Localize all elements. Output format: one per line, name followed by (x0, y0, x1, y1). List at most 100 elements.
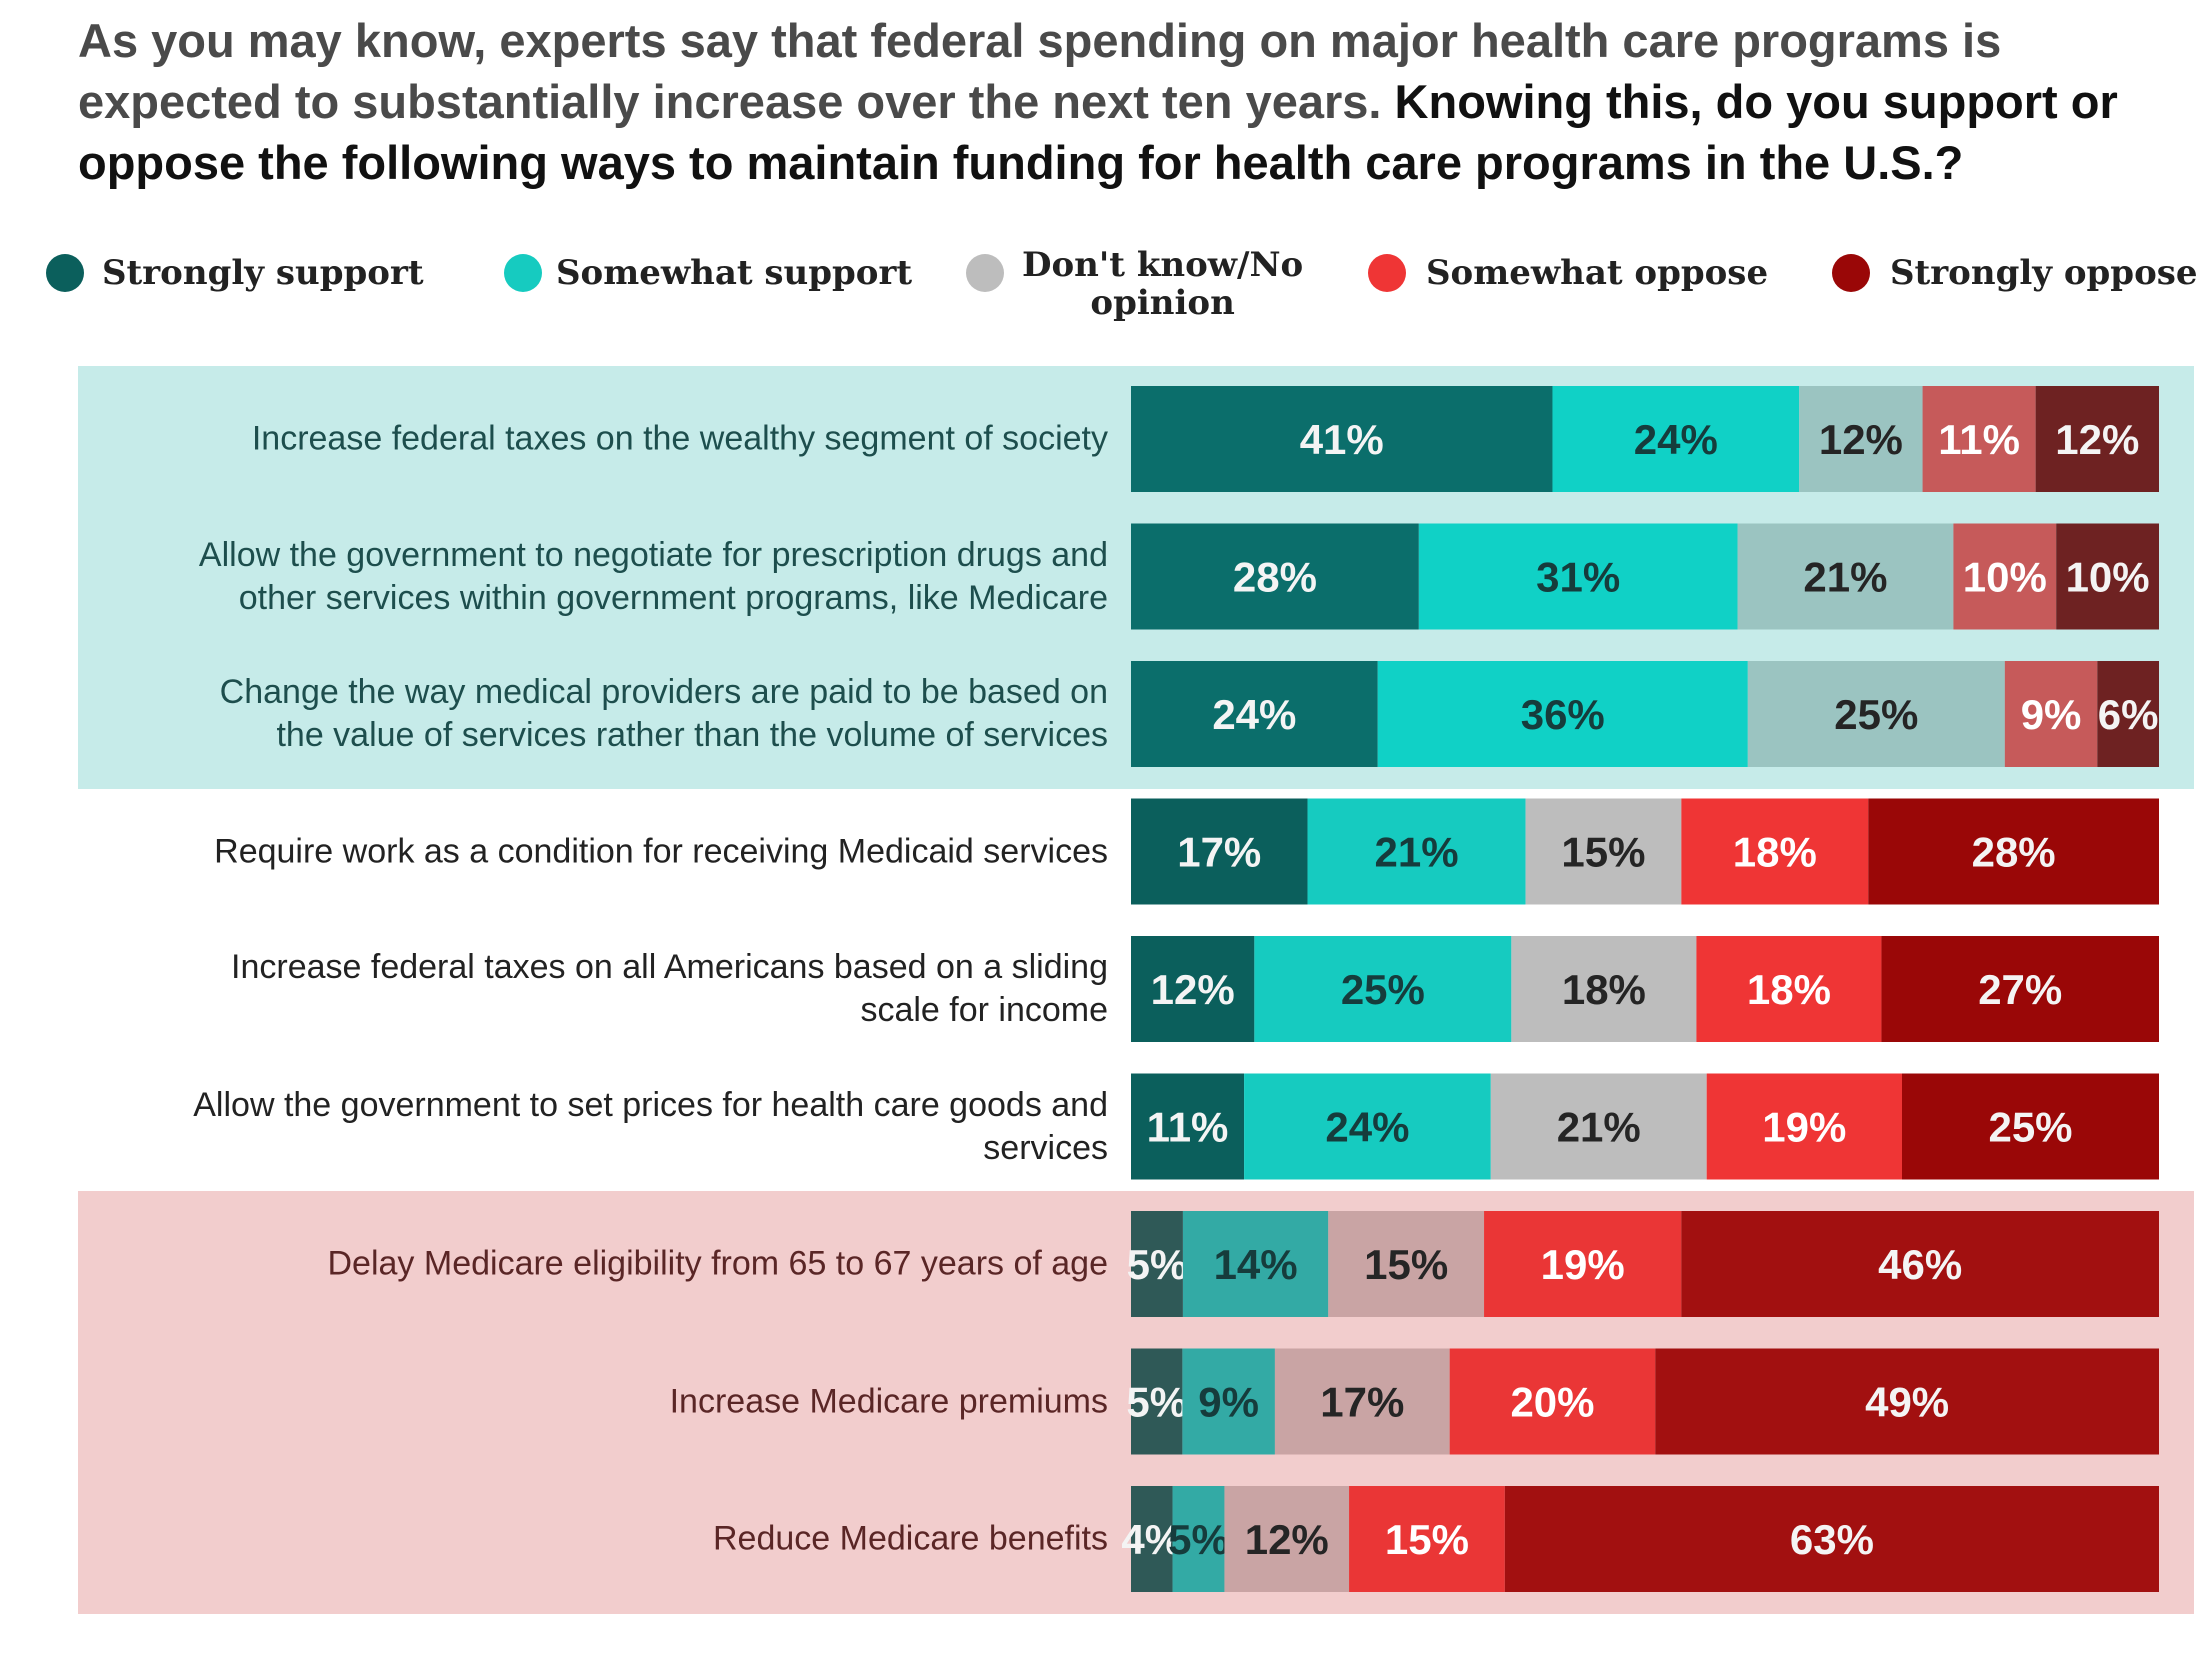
row-label-1: Increase federal taxes on the wealthy se… (68, 418, 1108, 461)
data-label-somewhat-oppose-row-2: 10% (1963, 554, 2047, 601)
title-lead: As you may know, experts say that federa… (78, 14, 2002, 128)
bar-segment-somewhat-support-row-8 (1182, 1348, 1275, 1455)
data-label-somewhat-support-row-6: 24% (1325, 1104, 1409, 1151)
legend-label-somewhat-oppose: Somewhat oppose (1426, 253, 1769, 293)
bar-segment-somewhat-oppose-row-2 (1953, 523, 2057, 630)
data-label-somewhat-support-row-9: 5% (1168, 1516, 1229, 1563)
bar-segment-somewhat-oppose-row-5 (1696, 936, 1882, 1042)
bar-segment-strongly-support-row-2 (1131, 523, 1419, 630)
bar-segment-strongly-oppose-row-6 (1902, 1073, 2159, 1180)
data-label-strongly-support-row-3: 24% (1212, 691, 1296, 738)
bar-segment-don-t-know-no-opinion-row-2 (1737, 523, 1954, 630)
data-label-strongly-support-row-4: 17% (1177, 829, 1261, 876)
data-label-strongly-oppose-row-6: 25% (1988, 1104, 2072, 1151)
row-label-8: Increase Medicare premiums (68, 1380, 1108, 1423)
row-label-2-line-2: other services within government program… (238, 578, 1108, 617)
legend-label-don-t-know-no-opinion: Don't know/No opinion (1022, 245, 1304, 323)
data-label-somewhat-oppose-row-7: 19% (1541, 1241, 1625, 1288)
row-label-2-line-1: Allow the government to negotiate for pr… (198, 535, 1108, 574)
bar-segment-strongly-oppose-row-9 (1504, 1486, 2159, 1592)
bar-segment-don-t-know-no-opinion-row-1 (1799, 386, 1923, 492)
bar-segment-strongly-oppose-row-8 (1655, 1348, 2159, 1455)
row-label-3: Change the way medical providers are pai… (68, 671, 1108, 757)
data-label-don-t-know-no-opinion-row-1: 12% (1819, 416, 1903, 463)
data-label-somewhat-oppose-row-4: 18% (1733, 829, 1817, 876)
bar-segment-strongly-support-row-4 (1131, 798, 1308, 905)
legend-swatch-somewhat-support (504, 254, 542, 292)
bar-segment-strongly-oppose-row-4 (1868, 798, 2159, 905)
data-label-somewhat-support-row-3: 36% (1521, 691, 1605, 738)
data-label-don-t-know-no-opinion-row-8: 17% (1320, 1379, 1404, 1426)
bar-segment-somewhat-support-row-2 (1418, 523, 1738, 630)
bar-segment-don-t-know-no-opinion-row-3 (1747, 661, 2005, 767)
row-label-6-line-2: services (983, 1128, 1108, 1167)
row-label-3-line-2: the value of services rather than the vo… (276, 716, 1108, 754)
bar-segment-strongly-oppose-row-1 (2035, 386, 2159, 492)
data-label-strongly-oppose-row-5: 27% (1978, 966, 2062, 1013)
data-label-somewhat-support-row-4: 21% (1375, 829, 1459, 876)
bar-segment-strongly-support-row-5 (1131, 936, 1255, 1042)
bar-segment-somewhat-support-row-6 (1244, 1073, 1491, 1180)
bar-segment-somewhat-oppose-row-9 (1349, 1486, 1505, 1592)
legend-swatch-don-t-know-no-opinion (966, 254, 1004, 292)
data-label-somewhat-oppose-row-1: 11% (1938, 416, 2020, 463)
data-label-somewhat-support-row-8: 9% (1198, 1379, 1259, 1426)
bar-segment-don-t-know-no-opinion-row-7 (1328, 1211, 1485, 1317)
legend-label-somewhat-support: Somewhat support (556, 253, 913, 293)
data-label-strongly-oppose-row-9: 63% (1790, 1516, 1874, 1563)
row-label-5: Increase federal taxes on all Americans … (68, 946, 1108, 1032)
data-label-strongly-oppose-row-3: 6% (2098, 691, 2159, 738)
row-label-5-line-2: scale for income (860, 991, 1108, 1029)
data-label-strongly-support-row-9: 4% (1121, 1516, 1182, 1563)
bar-segment-somewhat-support-row-7 (1182, 1211, 1329, 1317)
bar-segment-strongly-oppose-row-7 (1681, 1211, 2159, 1317)
data-label-strongly-oppose-row-4: 28% (1972, 829, 2056, 876)
legend-swatch-somewhat-oppose (1368, 254, 1406, 292)
row-label-9: Reduce Medicare benefits (68, 1518, 1108, 1561)
row-label-7-line-1: Delay Medicare eligibility from 65 to 67… (327, 1244, 1109, 1283)
bar-segment-strongly-support-row-6 (1131, 1073, 1245, 1180)
bar-segment-somewhat-support-row-1 (1552, 386, 1800, 492)
row-label-6-line-1: Allow the government to set prices for h… (193, 1085, 1108, 1124)
bar-segment-somewhat-oppose-row-8 (1449, 1348, 1656, 1455)
bar-segment-strongly-support-row-7 (1131, 1211, 1183, 1317)
bar-segment-strongly-oppose-row-2 (2056, 523, 2159, 630)
data-label-don-t-know-no-opinion-row-3: 25% (1834, 691, 1918, 738)
data-label-somewhat-oppose-row-9: 15% (1385, 1516, 1469, 1563)
data-label-don-t-know-no-opinion-row-6: 21% (1557, 1104, 1641, 1151)
data-label-strongly-support-row-7: 5% (1127, 1241, 1188, 1288)
legend-swatch-strongly-oppose (1832, 254, 1870, 292)
bar-segment-strongly-oppose-row-3 (2097, 661, 2159, 767)
data-label-strongly-oppose-row-7: 46% (1878, 1241, 1962, 1288)
bar-segment-strongly-support-row-9 (1131, 1486, 1173, 1592)
chart-title: As you may know, experts say that federa… (78, 10, 2188, 193)
bar-segment-strongly-support-row-1 (1131, 386, 1553, 492)
legend-swatch-strongly-support (46, 254, 84, 292)
data-label-don-t-know-no-opinion-row-5: 18% (1562, 966, 1646, 1013)
bar-segment-somewhat-support-row-3 (1377, 661, 1748, 767)
data-label-strongly-support-row-2: 28% (1233, 554, 1317, 601)
data-label-somewhat-oppose-row-6: 19% (1762, 1104, 1846, 1151)
row-label-8-line-1: Increase Medicare premiums (669, 1382, 1108, 1420)
bar-segment-don-t-know-no-opinion-row-5 (1511, 936, 1697, 1042)
bar-segment-somewhat-oppose-row-4 (1681, 798, 1869, 905)
data-label-strongly-support-row-5: 12% (1151, 966, 1235, 1013)
bar-segment-somewhat-oppose-row-3 (2004, 661, 2098, 767)
data-label-strongly-support-row-8: 5% (1126, 1379, 1187, 1426)
data-label-don-t-know-no-opinion-row-4: 15% (1561, 829, 1645, 876)
bar-segment-somewhat-oppose-row-7 (1484, 1211, 1682, 1317)
data-label-strongly-support-row-1: 41% (1300, 416, 1384, 463)
bar-segment-somewhat-support-row-9 (1172, 1486, 1225, 1592)
data-label-somewhat-support-row-7: 14% (1214, 1241, 1298, 1288)
row-label-4: Require work as a condition for receivin… (68, 830, 1108, 873)
bar-segment-somewhat-oppose-row-1 (1922, 386, 2036, 492)
row-label-1-line-1: Increase federal taxes on the wealthy se… (251, 419, 1108, 458)
title-question: Knowing this, do you support or oppose t… (78, 75, 2118, 189)
bar-segment-don-t-know-no-opinion-row-4 (1525, 798, 1682, 905)
bar-segment-don-t-know-no-opinion-row-9 (1224, 1486, 1350, 1592)
data-label-somewhat-oppose-row-8: 20% (1510, 1379, 1594, 1426)
bar-segment-don-t-know-no-opinion-row-8 (1274, 1348, 1450, 1455)
data-label-strongly-oppose-row-2: 10% (2066, 554, 2150, 601)
data-label-strongly-oppose-row-1: 12% (2055, 416, 2139, 463)
row-label-9-line-1: Reduce Medicare benefits (712, 1519, 1108, 1558)
